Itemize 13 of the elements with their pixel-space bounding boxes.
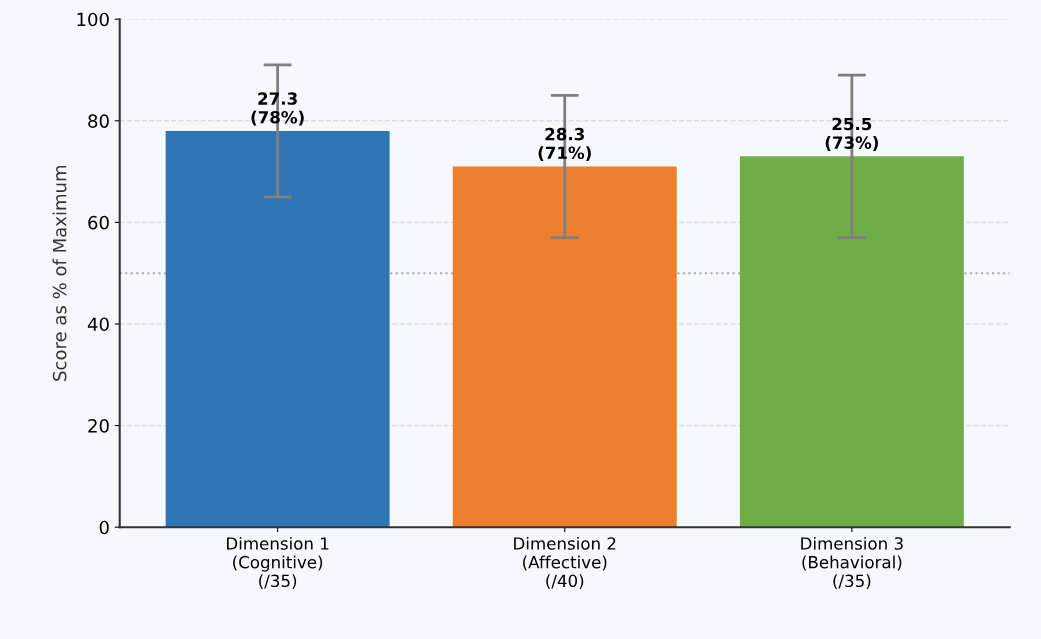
x-tick-label: Dimension 3 (Behavioral) (/35): [801, 536, 903, 590]
data-label: 27.3 (78%): [251, 92, 304, 126]
x-tick-label: Dimension 1 (Cognitive) (/35): [227, 536, 329, 590]
y-axis-title: Score as % of Maximum: [52, 165, 67, 381]
data-label: 28.3 (71%): [538, 127, 591, 162]
y-tick-label: 40: [87, 317, 109, 332]
y-tick-label: 0: [99, 520, 109, 535]
y-tick-label: 20: [88, 419, 109, 433]
x-tick-label: Dimension 2 (Affective) (/40): [514, 536, 616, 590]
y-tick-label: 80: [88, 114, 109, 128]
data-label: 25.5 (73%): [825, 117, 878, 151]
y-tick-label: 100: [77, 12, 109, 27]
y-tick-label: 60: [88, 215, 109, 230]
